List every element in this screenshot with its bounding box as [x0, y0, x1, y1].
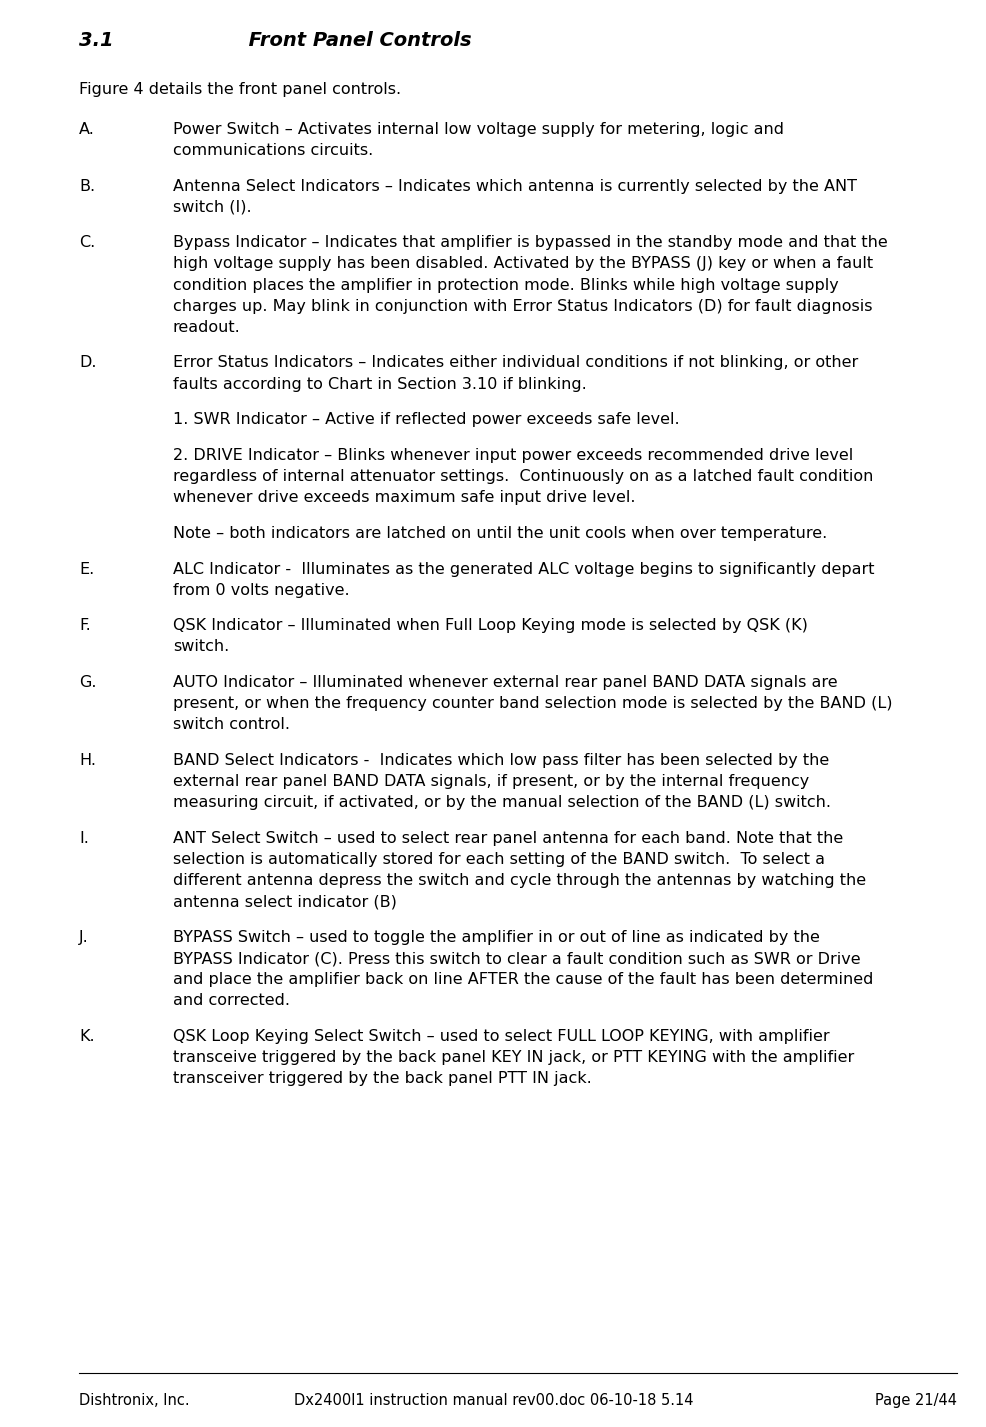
Text: ALC Indicator -  Illuminates as the generated ALC voltage begins to significantl: ALC Indicator - Illuminates as the gener…	[173, 562, 874, 577]
Text: J.: J.	[79, 930, 89, 945]
Text: different antenna depress the switch and cycle through the antennas by watching : different antenna depress the switch and…	[173, 873, 865, 888]
Text: transceive triggered by the back panel KEY IN jack, or PTT KEYING with the ampli: transceive triggered by the back panel K…	[173, 1050, 853, 1065]
Text: BYPASS Switch – used to toggle the amplifier in or out of line as indicated by t: BYPASS Switch – used to toggle the ampli…	[173, 930, 818, 945]
Text: K.: K.	[79, 1029, 95, 1045]
Text: Dishtronix, Inc.: Dishtronix, Inc.	[79, 1393, 189, 1408]
Text: condition places the amplifier in protection mode. Blinks while high voltage sup: condition places the amplifier in protec…	[173, 278, 838, 293]
Text: 2. DRIVE Indicator – Blinks whenever input power exceeds recommended drive level: 2. DRIVE Indicator – Blinks whenever inp…	[173, 448, 852, 462]
Text: from 0 volts negative.: from 0 volts negative.	[173, 582, 349, 598]
Text: AUTO Indicator – Illuminated whenever external rear panel BAND DATA signals are: AUTO Indicator – Illuminated whenever ex…	[173, 675, 836, 691]
Text: Figure 4 details the front panel controls.: Figure 4 details the front panel control…	[79, 81, 400, 97]
Text: switch (I).: switch (I).	[173, 200, 251, 214]
Text: E.: E.	[79, 562, 94, 577]
Text: Page 21/44: Page 21/44	[875, 1393, 956, 1408]
Text: G.: G.	[79, 675, 97, 691]
Text: Error Status Indicators – Indicates either individual conditions if not blinking: Error Status Indicators – Indicates eith…	[173, 355, 857, 371]
Text: A.: A.	[79, 121, 95, 137]
Text: present, or when the frequency counter band selection mode is selected by the BA: present, or when the frequency counter b…	[173, 696, 891, 711]
Text: transceiver triggered by the back panel PTT IN jack.: transceiver triggered by the back panel …	[173, 1072, 591, 1086]
Text: and place the amplifier back on line AFTER the cause of the fault has been deter: and place the amplifier back on line AFT…	[173, 972, 873, 987]
Text: C.: C.	[79, 235, 95, 250]
Text: faults according to Chart in Section 3.10 if blinking.: faults according to Chart in Section 3.1…	[173, 377, 586, 391]
Text: ANT Select Switch – used to select rear panel antenna for each band. Note that t: ANT Select Switch – used to select rear …	[173, 831, 842, 846]
Text: and corrected.: and corrected.	[173, 993, 290, 1009]
Text: BYPASS Indicator (C). Press this switch to clear a fault condition such as SWR o: BYPASS Indicator (C). Press this switch …	[173, 952, 860, 966]
Text: 1. SWR Indicator – Active if reflected power exceeds safe level.: 1. SWR Indicator – Active if reflected p…	[173, 412, 678, 427]
Text: antenna select indicator (B): antenna select indicator (B)	[173, 895, 396, 909]
Text: Power Switch – Activates internal low voltage supply for metering, logic and: Power Switch – Activates internal low vo…	[173, 121, 783, 137]
Text: selection is automatically stored for each setting of the BAND switch.  To selec: selection is automatically stored for ea…	[173, 852, 824, 868]
Text: BAND Select Indicators -  Indicates which low pass filter has been selected by t: BAND Select Indicators - Indicates which…	[173, 753, 828, 768]
Text: regardless of internal attenuator settings.  Continuously on as a latched fault : regardless of internal attenuator settin…	[173, 469, 873, 484]
Text: H.: H.	[79, 753, 96, 768]
Text: 3.1                    Front Panel Controls: 3.1 Front Panel Controls	[79, 31, 471, 50]
Text: readout.: readout.	[173, 320, 241, 335]
Text: QSK Loop Keying Select Switch – used to select FULL LOOP KEYING, with amplifier: QSK Loop Keying Select Switch – used to …	[173, 1029, 828, 1045]
Text: QSK Indicator – Illuminated when Full Loop Keying mode is selected by QSK (K): QSK Indicator – Illuminated when Full Lo…	[173, 618, 807, 634]
Text: switch.: switch.	[173, 639, 229, 655]
Text: F.: F.	[79, 618, 91, 634]
Text: charges up. May blink in conjunction with Error Status Indicators (D) for fault : charges up. May blink in conjunction wit…	[173, 298, 872, 314]
Text: Antenna Select Indicators – Indicates which antenna is currently selected by the: Antenna Select Indicators – Indicates wh…	[173, 178, 856, 194]
Text: Dx2400l1 instruction manual rev00.doc 06-10-18 5.14: Dx2400l1 instruction manual rev00.doc 06…	[294, 1393, 692, 1408]
Text: high voltage supply has been disabled. Activated by the BYPASS (J) key or when a: high voltage supply has been disabled. A…	[173, 257, 872, 271]
Text: communications circuits.: communications circuits.	[173, 143, 373, 158]
Text: I.: I.	[79, 831, 89, 846]
Text: D.: D.	[79, 355, 97, 371]
Text: B.: B.	[79, 178, 95, 194]
Text: measuring circuit, if activated, or by the manual selection of the BAND (L) swit: measuring circuit, if activated, or by t…	[173, 795, 830, 811]
Text: Note – both indicators are latched on until the unit cools when over temperature: Note – both indicators are latched on un…	[173, 527, 826, 541]
Text: Bypass Indicator – Indicates that amplifier is bypassed in the standby mode and : Bypass Indicator – Indicates that amplif…	[173, 235, 886, 250]
Text: external rear panel BAND DATA signals, if present, or by the internal frequency: external rear panel BAND DATA signals, i…	[173, 775, 809, 789]
Text: whenever drive exceeds maximum safe input drive level.: whenever drive exceeds maximum safe inpu…	[173, 491, 635, 505]
Text: switch control.: switch control.	[173, 718, 290, 732]
